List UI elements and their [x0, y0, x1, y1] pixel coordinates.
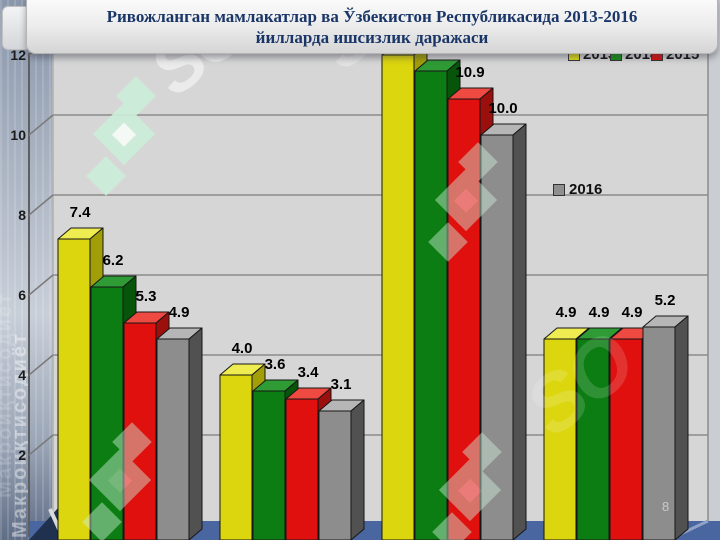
- legend-label-2016: 2016: [569, 181, 603, 198]
- y-tick: [28, 434, 54, 456]
- bar-value-label: 3.6: [265, 356, 286, 373]
- title-banner: Ривожланган мамлакатлар ва Ўзбекистон Ре…: [26, 0, 718, 54]
- bar-value-label: 7.4: [70, 204, 92, 221]
- bar-2016-group2: [350, 399, 365, 540]
- bar-2016-group1: [188, 327, 203, 540]
- bar-value-label: 6.2: [103, 252, 124, 269]
- sidebar-strip: [0, 0, 52, 540]
- bar-2015-group3: [447, 98, 481, 540]
- slide-title-line2: йилларда ишсизлик даражаси: [255, 28, 489, 47]
- bar-2016-group4: [674, 315, 689, 540]
- bar-2015-group2: [285, 398, 319, 540]
- y-tick-label: 10: [10, 127, 26, 143]
- floor-left-shadow: [29, 508, 58, 540]
- bar-2016-group4: [642, 326, 676, 540]
- bar-2016-group3: [512, 123, 527, 540]
- bar-2016-group3: [480, 134, 514, 540]
- bar-value-label: 4.9: [169, 304, 190, 321]
- bar-value-label: 10.0: [488, 100, 517, 117]
- bar-2016-group2: [318, 410, 352, 540]
- bar-value-label: 5.3: [136, 288, 157, 305]
- bar-2015-group4: [609, 338, 643, 540]
- bar-2013-group2: [219, 374, 253, 540]
- bar-2014-group3: [414, 70, 448, 540]
- bar-2015-group1: [123, 322, 157, 540]
- y-tick: [28, 194, 54, 216]
- bar-2013-group1: [57, 238, 91, 540]
- y-tick: [28, 354, 54, 376]
- bar-2014-group1: [90, 286, 124, 540]
- y-tick-label: 2: [18, 447, 26, 463]
- y-tick: [28, 114, 54, 136]
- y-tick-label: 8: [18, 207, 26, 223]
- bar-2016-group1: [156, 338, 190, 540]
- bar-value-label: 10.9: [455, 64, 484, 81]
- bar-2013-group4: [543, 338, 577, 540]
- y-tick-label: 4: [18, 367, 26, 383]
- slide-title-line1: Ривожланган мамлакатлар ва Ўзбекистон Ре…: [106, 7, 638, 26]
- bar-2014-group2: [252, 390, 286, 540]
- bar-value-label: 4.9: [589, 304, 610, 321]
- bar-2014-group4: [576, 338, 610, 540]
- bar-value-label: 5.2: [655, 292, 676, 309]
- legend-item-2016: 2016: [553, 181, 602, 198]
- bar-value-label: 3.4: [298, 364, 320, 381]
- bar-value-label: 3.1: [331, 376, 352, 393]
- slide-title: Ривожланган мамлакатлар ва Ўзбекистон Ре…: [27, 0, 717, 48]
- y-tick-label: 6: [18, 287, 26, 303]
- bar-2013-group3: [381, 54, 415, 540]
- y-tick-label: 12: [10, 47, 26, 63]
- legend-swatch-2016: [553, 183, 565, 196]
- y-tick: [28, 274, 54, 296]
- bar-value-label: 4.9: [556, 304, 577, 321]
- bar-value-label: 4.0: [232, 340, 253, 357]
- page-number: 8: [662, 499, 670, 514]
- bar-value-label: 4.9: [622, 304, 643, 321]
